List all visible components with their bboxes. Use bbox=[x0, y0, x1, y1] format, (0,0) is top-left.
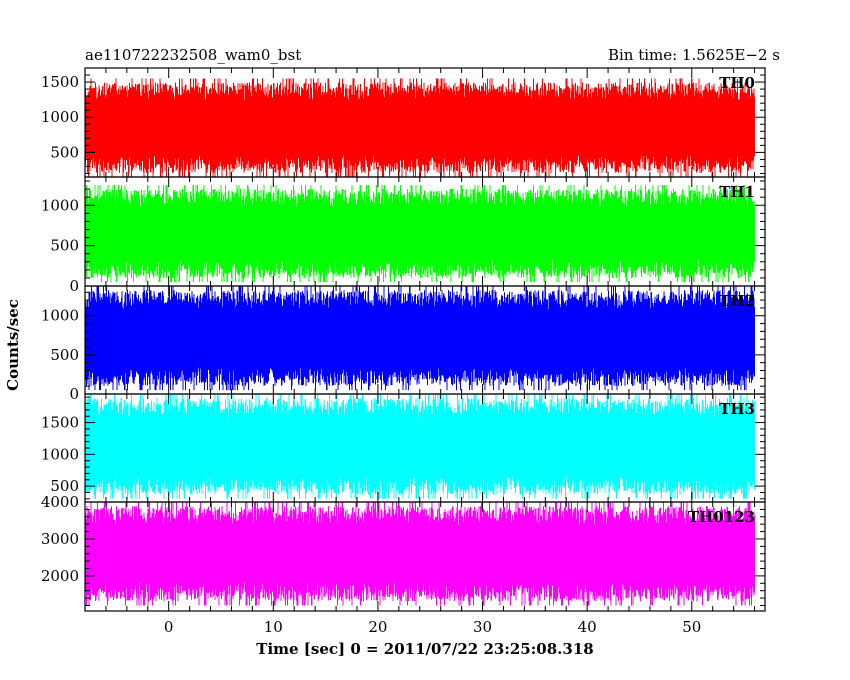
x-tick-label: 30 bbox=[473, 618, 492, 636]
y-tick-label: 1500 bbox=[41, 414, 79, 432]
panel-th2: 0 500 1000 TH2 bbox=[41, 285, 766, 403]
x-tick-label: 50 bbox=[682, 618, 701, 636]
bin-time-label: Bin time: 1.5625E−2 s bbox=[608, 46, 780, 64]
series-th1 bbox=[85, 185, 755, 282]
series-th3 bbox=[85, 394, 755, 499]
y-tick-label: 4000 bbox=[41, 493, 79, 511]
series-th0 bbox=[85, 78, 755, 177]
y-tick-label: 500 bbox=[50, 143, 79, 161]
series-th2 bbox=[85, 286, 755, 391]
figure-title: ae110722232508_wam0_bst bbox=[85, 46, 301, 64]
y-tick-label: 3000 bbox=[41, 530, 79, 548]
panel-frame bbox=[84, 501, 766, 612]
panel-label: TH0123 bbox=[688, 508, 755, 526]
y-tick-label: 1000 bbox=[41, 445, 79, 463]
y-tick-label: 1000 bbox=[41, 108, 79, 126]
panel-th0: 500 1000 1500 TH0 bbox=[41, 67, 766, 178]
y-tick-label: 0 bbox=[69, 277, 79, 295]
x-tick-label: 0 bbox=[164, 618, 174, 636]
y-tick-label: 1500 bbox=[41, 73, 79, 91]
x-axis-label: Time [sec] 0 = 2011/07/22 23:25:08.318 bbox=[256, 640, 593, 658]
x-tick-label: 20 bbox=[368, 618, 387, 636]
y-tick-label: 500 bbox=[50, 346, 79, 364]
panel-th1: 0 500 1000 TH1 bbox=[41, 176, 766, 295]
y-tick-label: 1000 bbox=[41, 196, 79, 214]
x-tick-label: 10 bbox=[264, 618, 283, 636]
y-tick-label: 2000 bbox=[41, 567, 79, 585]
panel-label: TH1 bbox=[719, 183, 755, 201]
panel-label: TH0 bbox=[719, 74, 755, 92]
y-tick-label: 1000 bbox=[41, 307, 79, 325]
series-th0123 bbox=[85, 502, 755, 606]
y-axis-label: Counts/sec bbox=[4, 299, 22, 391]
panel-label: TH2 bbox=[719, 292, 755, 310]
panel-label: TH3 bbox=[719, 400, 755, 418]
panel-th0123: 2000 3000 4000 TH0123 bbox=[41, 493, 766, 612]
panel-th3: 500 1000 1500 TH3 bbox=[41, 393, 766, 503]
y-tick-label: 0 bbox=[69, 385, 79, 403]
y-tick-label: 500 bbox=[50, 237, 79, 255]
x-tick-label: 40 bbox=[578, 618, 597, 636]
y-tick-label: 500 bbox=[50, 477, 79, 495]
